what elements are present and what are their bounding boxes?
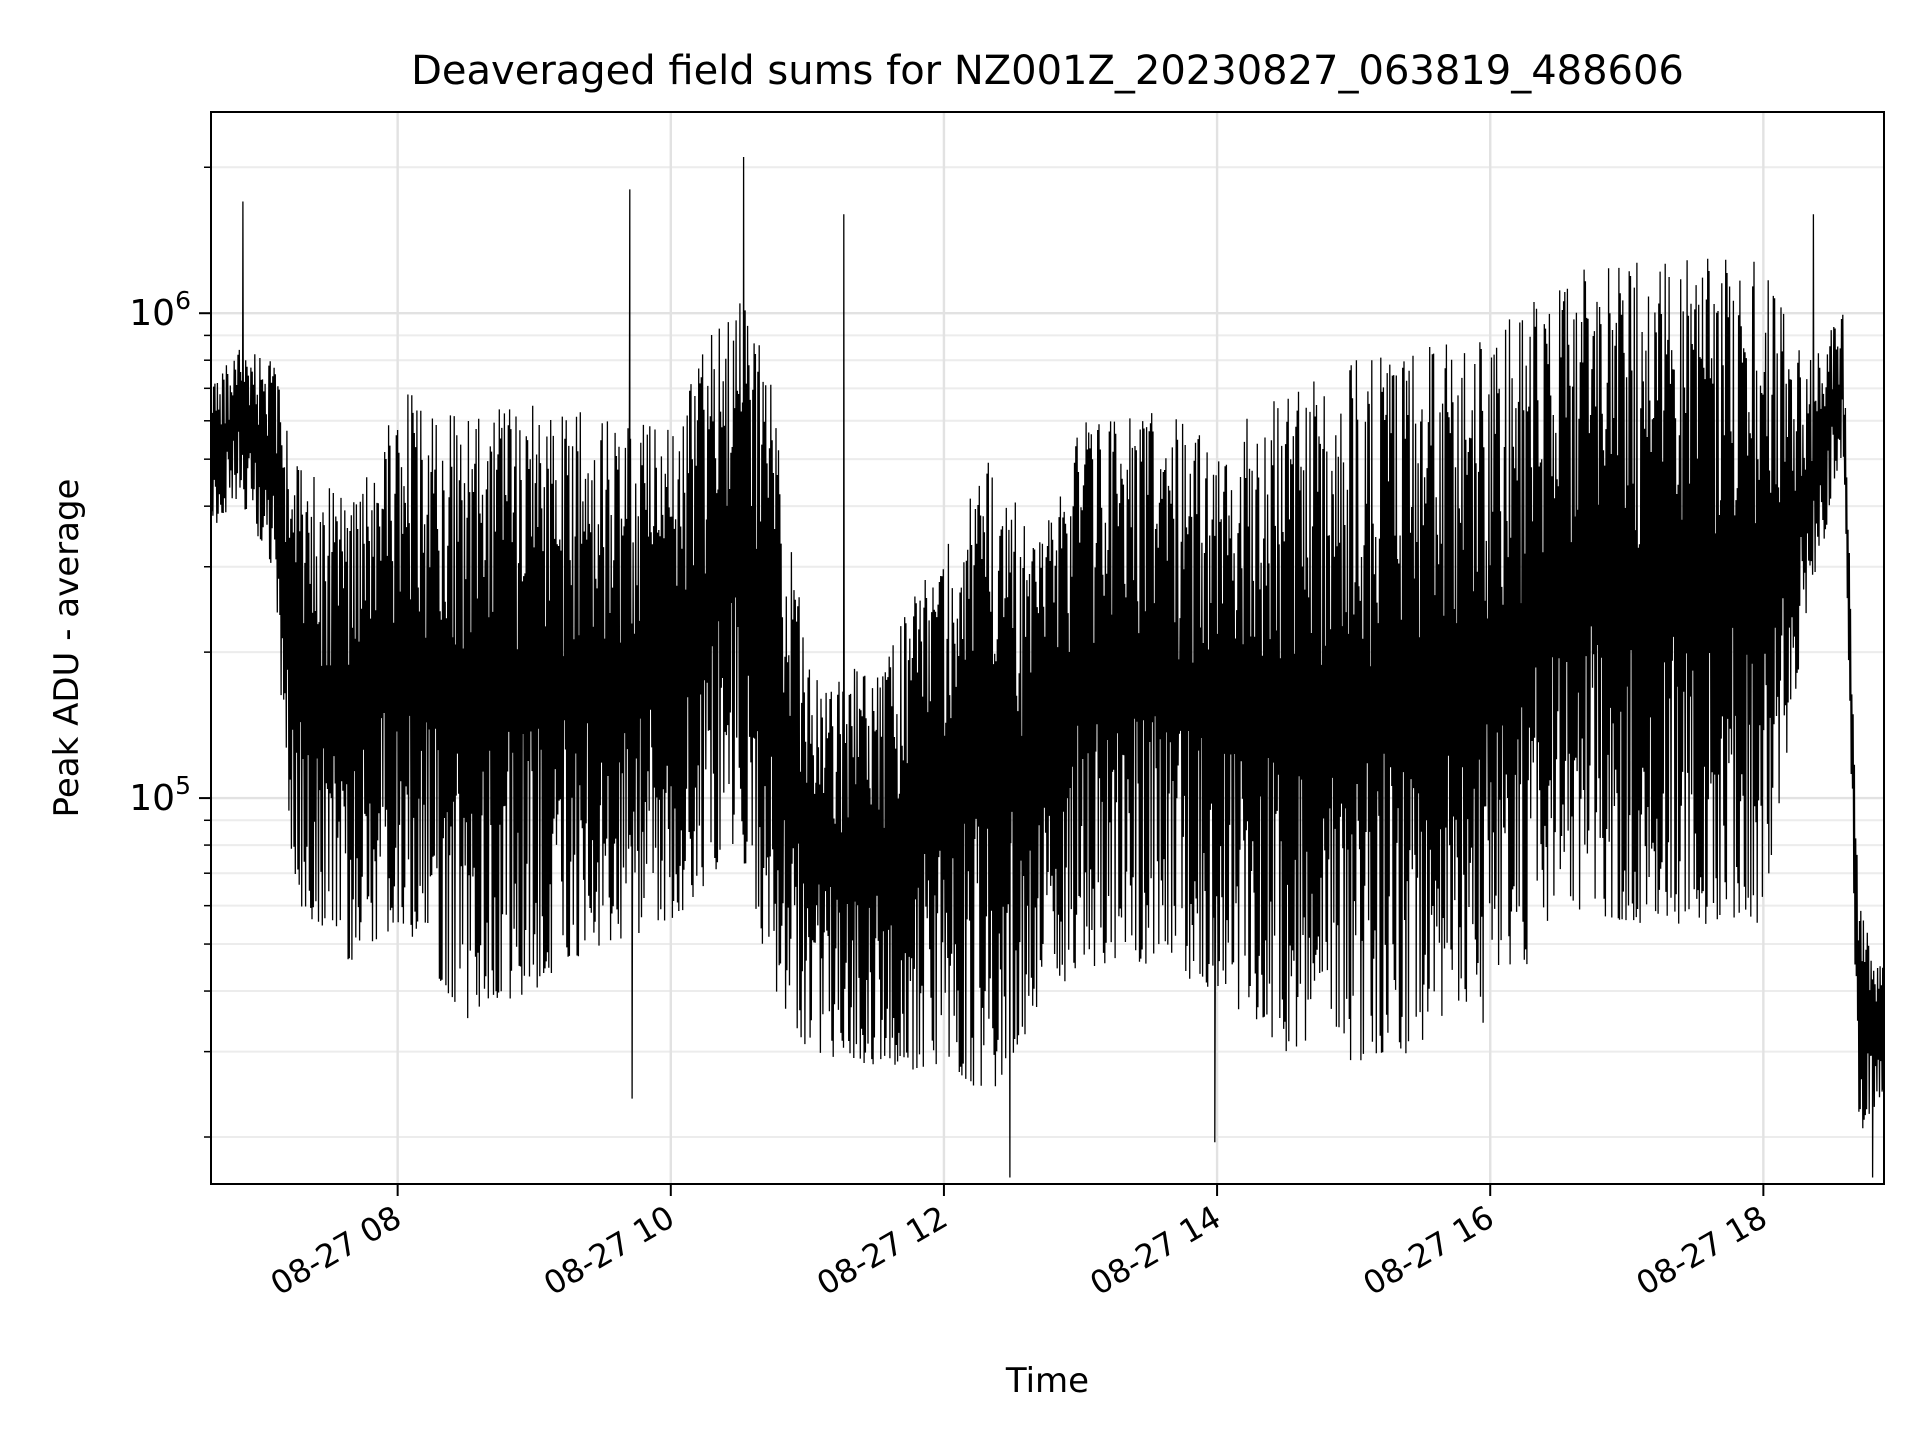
x-tick-label: 08-27 12 [810,1198,954,1303]
x-tick-label: 08-27 18 [1630,1198,1774,1303]
chart-title: Deaveraged field sums for NZ001Z_2023082… [411,48,1684,94]
plot-area-frame [210,111,1885,1185]
x-tick-label: 08-27 16 [1357,1198,1501,1303]
x-tick-label: 08-27 08 [264,1198,408,1303]
y-tick-label: 106 [129,286,191,334]
series-line [211,156,1884,1178]
series-path [211,156,1884,1178]
x-tick-label: 08-27 10 [537,1198,681,1303]
x-tick-label: 08-27 14 [1083,1198,1227,1303]
y-axis-label: Peak ADU - average [47,479,87,818]
x-axis-label: Time [1005,1361,1089,1401]
y-tick-label: 105 [129,771,191,819]
